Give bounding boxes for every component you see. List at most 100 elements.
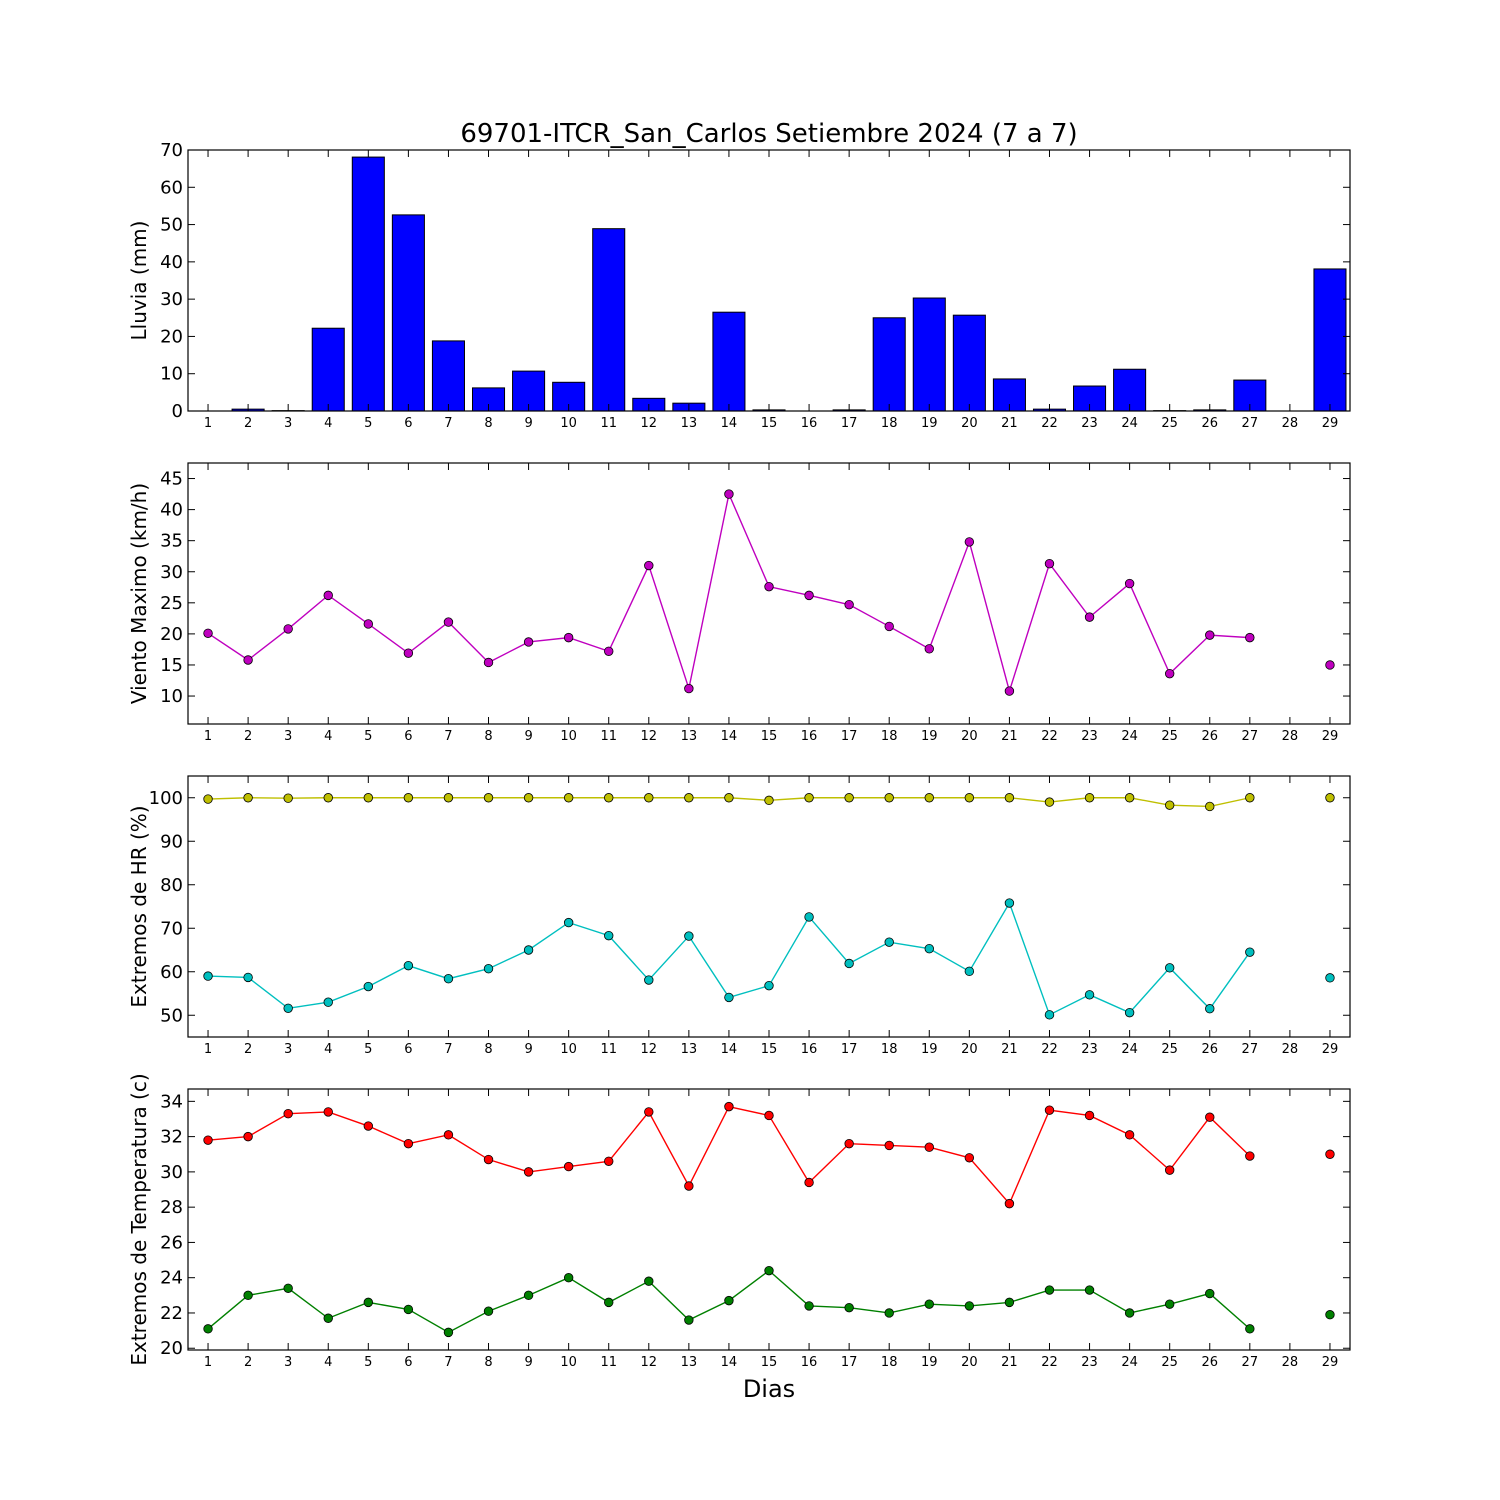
panel-3-series-2-point-day-13 — [684, 931, 694, 941]
panel-2-series-1-point-day-2 — [243, 655, 253, 665]
panel-4-xtick-label: 21 — [1001, 1355, 1018, 1370]
panel-2-series-1-point-day-1 — [203, 628, 213, 638]
panel-4-series-2-point-day-2 — [243, 1290, 253, 1301]
panel-4-series-1-point-day-1 — [203, 1135, 213, 1145]
panel-3-series-1-point-day-2 — [243, 793, 253, 803]
panel-1-ytick-label: 20 — [160, 326, 183, 347]
panel-2-xtick-label: 25 — [1161, 729, 1178, 744]
panel-4-xtick-label: 29 — [1322, 1355, 1339, 1370]
panel-2-xtick-label: 20 — [961, 729, 978, 744]
panel-4-series-2-point-day-14 — [724, 1295, 734, 1306]
panel-3-xtick-label: 23 — [1081, 1042, 1098, 1057]
panel-3-xtick-label: 24 — [1121, 1042, 1138, 1057]
panel-1-xtick-label: 18 — [881, 416, 898, 431]
panel-4-series-2-point-day-22 — [1044, 1285, 1055, 1295]
panel-3-xtick-label: 10 — [560, 1042, 577, 1057]
panel-4-series-2-point-day-17 — [844, 1302, 854, 1313]
panel-3-xtick-label: 21 — [1001, 1042, 1018, 1057]
panel-4-xtick-label: 5 — [364, 1355, 372, 1370]
panel-3-series-2-point-day-24 — [1124, 1007, 1135, 1018]
panel-3-series-2-point-day-7 — [443, 974, 454, 984]
panel-4-xtick-label: 7 — [444, 1355, 452, 1370]
panel-3-series-2-point-day-2 — [243, 972, 253, 983]
x-axis-label: Dias — [743, 1375, 795, 1403]
panel-2-ytick-label: 20 — [160, 624, 183, 645]
panel-2-series-1-point-day-11 — [604, 646, 614, 656]
panel-2-series-1-point-day-16 — [804, 590, 814, 601]
panel-3-series-2-point-day-14 — [724, 992, 734, 1003]
panel-1-xtick-label: 27 — [1242, 416, 1259, 431]
panel-3-marks — [203, 793, 1335, 1020]
panel-3-series-2-point-day-3 — [283, 1003, 293, 1013]
panel-4-series-2-point-day-10 — [563, 1272, 574, 1283]
panel-3-xtick-label: 5 — [364, 1042, 372, 1057]
panel-2-xtick-label: 6 — [404, 729, 412, 744]
panel-4-series-1-point-day-14 — [724, 1101, 734, 1112]
panel-2-marks — [203, 489, 1335, 696]
panel-1-xtick-label: 7 — [444, 416, 452, 431]
panel-2-xtick-label: 15 — [761, 729, 778, 744]
panel-1-xtick-label: 26 — [1201, 416, 1218, 431]
panel-4-series-2-point-day-12 — [644, 1276, 654, 1286]
panel-4-series-1-point-day-3 — [283, 1108, 293, 1119]
panel-3-series-2-point-day-17 — [844, 958, 854, 969]
panel-3-series-2-point-day-20 — [964, 966, 975, 977]
panel-3-series-1-point-day-7 — [443, 793, 454, 803]
panel-4-xtick-label: 22 — [1041, 1355, 1058, 1370]
panel-1-xtick-label: 1 — [204, 416, 212, 431]
panel-3-xtick-label: 13 — [681, 1042, 698, 1057]
rain-bar-day-14 — [712, 311, 746, 411]
panel-3-xtick-label: 4 — [324, 1042, 332, 1057]
panel-2-xtick-label: 3 — [284, 729, 292, 744]
panel-2-series-1-point-day-3 — [283, 624, 293, 634]
panel-2-series-1-point-day-19 — [924, 644, 934, 654]
panel-2-ytick-label: 10 — [160, 686, 183, 707]
panel-4-series-1-point-day-8 — [483, 1154, 494, 1165]
panel-3-series-2-point-day-6 — [403, 960, 414, 971]
panel-3-series-1-point-day-27 — [1245, 793, 1255, 803]
panel-4-series-2-point-day-5 — [363, 1297, 374, 1308]
panel-2-xtick-label: 24 — [1121, 729, 1138, 744]
panel-3-ytick-label: 90 — [160, 831, 183, 852]
panel-2-series-1-point-day-12 — [644, 560, 654, 571]
panel-3-series-2-point-day-16 — [804, 912, 814, 922]
panel-3-xtick-label: 11 — [600, 1042, 617, 1057]
panel-1-xtick-label: 25 — [1161, 416, 1178, 431]
panel-4-marks — [203, 1101, 1335, 1338]
panel-3-series-1-point-day-29 — [1325, 793, 1335, 803]
panel-3-series-1-point-day-24 — [1124, 793, 1135, 803]
panel-2-series-1-point-day-24 — [1124, 578, 1135, 589]
panel-4-series-1-point-day-15 — [764, 1110, 774, 1121]
panel-1-xtick-label: 20 — [961, 416, 978, 431]
panel-4-series-2-point-day-20 — [964, 1301, 975, 1311]
panel-2-xtick-label: 8 — [484, 729, 492, 744]
panel-3-series-2-point-day-12 — [644, 975, 654, 985]
panel-1-ylabel-lluvia-mm: Lluvia (mm) — [127, 221, 151, 341]
panel-1-ytick-label: 70 — [160, 140, 183, 161]
panel-2-series-1-point-day-25 — [1164, 668, 1175, 679]
panel-1-xtick-label: 19 — [921, 416, 938, 431]
panel-2-xtick-label: 23 — [1081, 729, 1098, 744]
panel-4-xtick-label: 2 — [244, 1355, 252, 1370]
panel-4-series-1-point-day-13 — [684, 1181, 694, 1191]
panel-4-xtick-label: 17 — [841, 1355, 858, 1370]
panel-2-xtick-label: 29 — [1322, 729, 1339, 744]
panel-4-ylabel-extremos-de-temperatura-c: Extremos de Temperatura (c) — [127, 1073, 151, 1365]
panel-3-series-2-point-day-11 — [604, 930, 614, 941]
panel-3-xtick-label: 18 — [881, 1042, 898, 1057]
panel-2-xtick-label: 7 — [444, 729, 452, 744]
panel-1-xtick-label: 16 — [801, 416, 818, 431]
panel-3-xtick-label: 9 — [524, 1042, 532, 1057]
panel-4-series-2-point-day-24 — [1124, 1308, 1135, 1318]
panel-4-series-2-point-day-16 — [804, 1301, 814, 1311]
panel-4-series-2-point-day-3 — [283, 1283, 293, 1293]
panel-4-xtick-label: 15 — [761, 1355, 778, 1370]
panel-3-series-2-point-day-25 — [1164, 963, 1175, 973]
panel-4-xtick-label: 20 — [961, 1355, 978, 1370]
panel-2-series-1-point-day-8 — [483, 657, 494, 668]
panel-2-series-1-point-day-6 — [403, 648, 414, 658]
panel-2-ytick-label: 15 — [160, 655, 183, 676]
panel-4-series-1-point-day-9 — [523, 1167, 534, 1177]
